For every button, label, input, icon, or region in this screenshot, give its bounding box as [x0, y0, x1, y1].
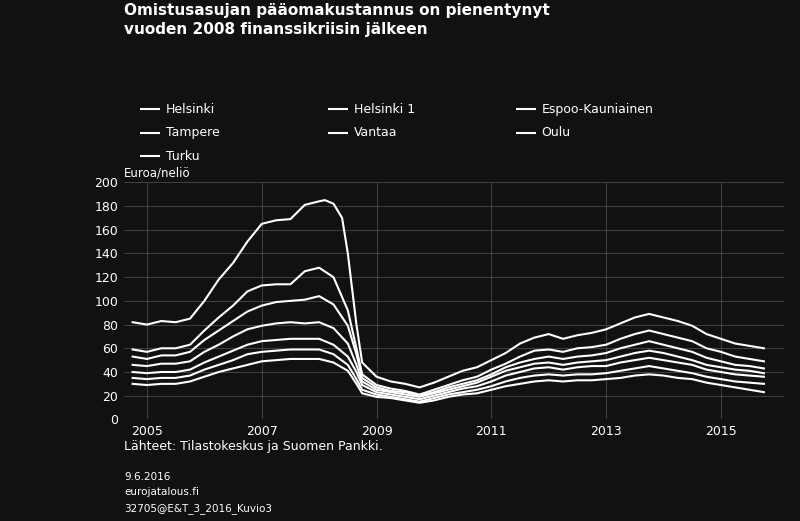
Text: Vantaa: Vantaa [354, 127, 397, 139]
Text: eurojatalous.fi: eurojatalous.fi [124, 487, 199, 497]
Text: Omistusasujan pääomakustannus on pienentynyt
vuoden 2008 finanssikriisin jälkeen: Omistusasujan pääomakustannus on pienent… [124, 3, 550, 37]
Text: 9.6.2016: 9.6.2016 [124, 472, 170, 481]
Text: Lähteet: Tilastokeskus ja Suomen Pankki.: Lähteet: Tilastokeskus ja Suomen Pankki. [124, 440, 382, 453]
Text: Tampere: Tampere [166, 127, 219, 139]
Text: Helsinki 1: Helsinki 1 [354, 103, 414, 116]
Text: Helsinki: Helsinki [166, 103, 215, 116]
Text: Turku: Turku [166, 150, 199, 163]
Text: 32705@E&T_3_2016_Kuvio3: 32705@E&T_3_2016_Kuvio3 [124, 503, 272, 514]
Text: Euroa/neliö: Euroa/neliö [124, 167, 190, 180]
Text: Espoo-Kauniainen: Espoo-Kauniainen [542, 103, 654, 116]
Text: Oulu: Oulu [542, 127, 570, 139]
